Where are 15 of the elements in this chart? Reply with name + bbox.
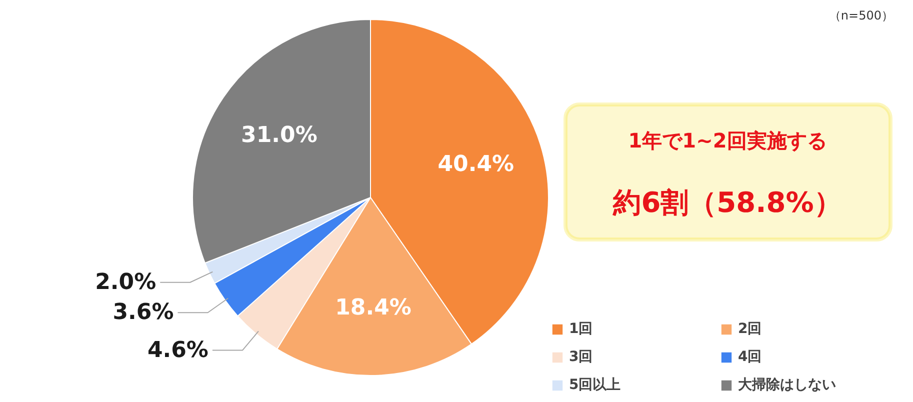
data-label: 3.6%	[112, 300, 174, 326]
data-label: 4.6%	[147, 338, 208, 363]
data-label: 40.4%	[438, 152, 514, 178]
text: 1年で1~2回実施する	[628, 128, 827, 152]
data-label: 18.4%	[335, 295, 412, 320]
text: 約6割（58.8%）	[612, 186, 842, 219]
legend-label: 大掃除はしない	[738, 376, 837, 394]
legend-label: 5回以上	[569, 376, 622, 394]
data-label: 2.0%	[95, 270, 156, 295]
legend-label: 4回	[738, 348, 763, 366]
legend-label: 1回	[569, 320, 594, 338]
text: （n=500）	[828, 8, 894, 22]
legend-label: 2回	[738, 320, 763, 338]
data-label: 31.0%	[241, 122, 318, 148]
legend-label: 3回	[569, 348, 594, 366]
